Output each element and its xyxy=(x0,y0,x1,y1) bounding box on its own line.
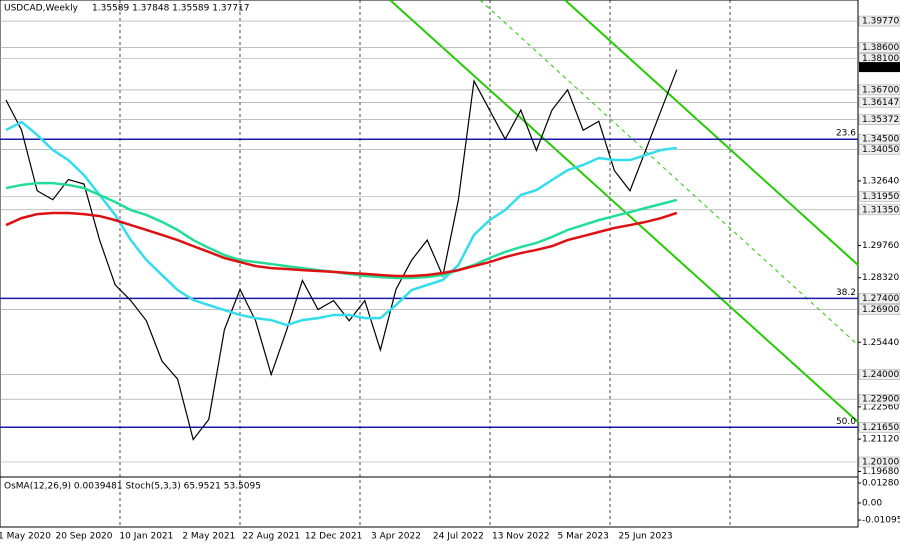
level-label: 1.27400 xyxy=(862,294,899,304)
x-tick-label: 2 May 2021 xyxy=(182,532,235,542)
chart-title: USDCAD,Weekly xyxy=(4,4,79,14)
level-box xyxy=(858,422,900,433)
indicator-tick-label: 0.012805 xyxy=(862,478,900,488)
level-box xyxy=(858,42,900,53)
level-label: 1.38600 xyxy=(862,43,899,53)
x-tick-label: 20 Sep 2020 xyxy=(55,532,112,542)
level-label: 1.34500 xyxy=(862,135,899,145)
level-box xyxy=(858,456,900,468)
level-label: 1.21650 xyxy=(862,423,899,433)
level-label: 1.24000 xyxy=(862,370,899,380)
level-box xyxy=(858,97,900,108)
fib-ratio: 50.0 xyxy=(836,417,856,427)
x-tick-label: 5 Mar 2023 xyxy=(558,532,609,542)
y-tick-label: 1.25440 xyxy=(862,338,899,348)
series-line xyxy=(5,211,678,278)
x-tick-label: 22 Aug 2021 xyxy=(242,532,300,542)
channel xyxy=(389,0,859,423)
level-label: 1.35372 xyxy=(862,115,899,125)
level-label: 1.26900 xyxy=(862,305,899,315)
level-box xyxy=(858,84,900,96)
y-tick-label: 1.19680 xyxy=(862,467,899,477)
y-tick-label: 1.28320 xyxy=(862,273,899,283)
level-label: 1.22900 xyxy=(862,395,899,405)
x-tick-label: 12 Dec 2021 xyxy=(305,532,363,542)
x-tick-label: 25 Jun 2023 xyxy=(619,532,673,542)
level-box xyxy=(858,191,900,202)
fib-ratio: 38.2 xyxy=(836,288,856,298)
level-box xyxy=(858,133,900,145)
level-label: 1.36700 xyxy=(862,85,899,95)
current-box xyxy=(859,62,900,73)
level-box xyxy=(858,15,900,27)
x-tick-label: 13 Nov 2022 xyxy=(492,532,550,542)
x-tick-label: 3 Apr 2022 xyxy=(371,532,421,542)
x-tick-label: 10 Jan 2021 xyxy=(119,532,173,542)
indicator-tick-label: 0.00 xyxy=(862,498,882,508)
series-line xyxy=(5,69,678,441)
current-label: 1.37717 xyxy=(862,63,899,73)
v-grid xyxy=(119,0,731,527)
series-line xyxy=(5,120,677,327)
ohlc: 1.35589 1.37848 1.35589 1.37717 xyxy=(92,4,249,14)
level-box xyxy=(858,293,900,304)
y-tick-label: 1.22560 xyxy=(862,402,899,412)
x-tick-label: 31 May 2020 xyxy=(0,532,51,542)
level-label: 1.38100 xyxy=(862,54,899,64)
indicator-title: OsMA(12,26,9) 0.0039481 Stoch(5,3,3) 65.… xyxy=(4,482,261,492)
y-tick-label: 1.29760 xyxy=(862,241,899,251)
level-label: 1.31950 xyxy=(862,192,899,202)
level-label: 1.34050 xyxy=(862,145,899,155)
level-label: 1.20100 xyxy=(862,457,899,467)
level-label: 1.36147 xyxy=(862,98,899,108)
y-tick-label: 1.21120 xyxy=(862,435,899,445)
level-label: 1.31350 xyxy=(862,205,899,215)
x-tick-label: 24 Jul 2022 xyxy=(433,532,484,542)
level-box xyxy=(858,114,900,125)
fib-ratio: 23.6 xyxy=(836,129,856,139)
level-label: 1.39770 xyxy=(862,17,899,27)
indicator-tick-label: -0.010953 xyxy=(862,516,900,526)
level-box xyxy=(858,204,900,216)
level-box xyxy=(858,304,900,315)
level-box xyxy=(858,393,900,405)
plot-frame xyxy=(0,0,859,528)
level-box xyxy=(858,369,900,380)
y-tick-label: 1.32640 xyxy=(862,176,899,186)
